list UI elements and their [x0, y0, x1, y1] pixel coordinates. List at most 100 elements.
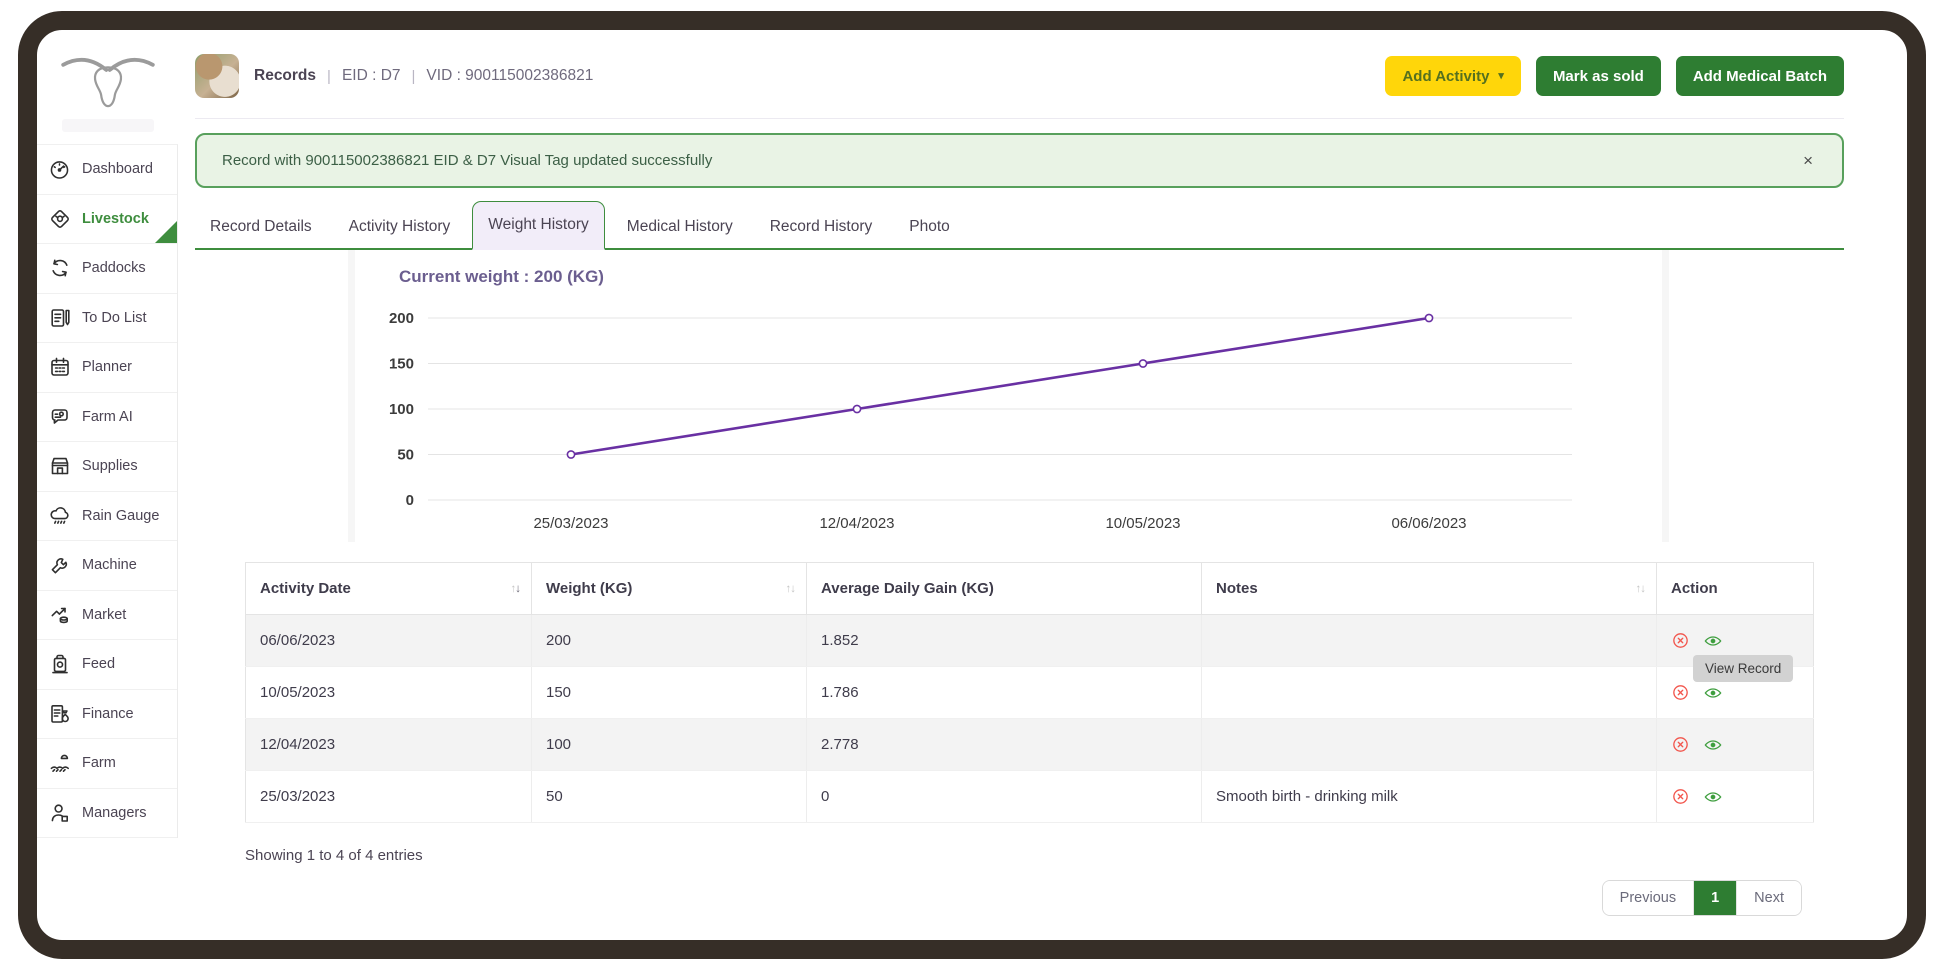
app-frame: Dashboard Livestock Paddocks To Do List Plan…	[18, 11, 1926, 959]
sidebar-item-label: Dashboard	[82, 161, 153, 178]
view-record-icon[interactable]	[1703, 787, 1723, 807]
delete-record-icon[interactable]	[1671, 683, 1690, 702]
sidebar-item-to-do-list[interactable]: To Do List	[37, 294, 177, 343]
vid-value: VID : 900115002386821	[426, 67, 594, 84]
sidebar-item-supplies[interactable]: Supplies	[37, 442, 177, 492]
separator: |	[327, 67, 331, 85]
svg-text:100: 100	[389, 401, 414, 418]
column-label: Action	[1671, 580, 1718, 597]
add-activity-label: Add Activity	[1402, 67, 1490, 85]
sidebar-item-planner[interactable]: Planner	[37, 343, 177, 393]
tab-weight-history[interactable]: Weight History	[472, 201, 605, 250]
sort-icon[interactable]: ↑↓	[785, 582, 796, 595]
activity-date-cell: 10/05/2023	[245, 666, 532, 719]
svg-text:12/04/2023: 12/04/2023	[819, 515, 894, 532]
sidebar-item-label: To Do List	[82, 309, 147, 326]
sidebar-item-paddocks[interactable]: Paddocks	[37, 244, 177, 294]
chart-card: Current weight : 200 (KG) 0 50 100 150 200 25…	[355, 250, 1662, 542]
svg-text:0: 0	[406, 492, 414, 509]
main-content: Records | EID : D7 | VID : 9001150023868…	[178, 30, 1907, 940]
sort-icon[interactable]: ↑↓	[510, 582, 521, 595]
sidebar-item-label: Machine	[82, 557, 137, 574]
tab-photo[interactable]: Photo	[909, 218, 950, 235]
tab-medical-history[interactable]: Medical History	[626, 218, 733, 235]
todo-list-icon	[46, 304, 73, 331]
sidebar-item-label: Paddocks	[82, 260, 146, 277]
weight-history-table-wrap: Activity Date ↑↓ Weight (KG) ↑↓ Average Dail…	[245, 562, 1814, 916]
column-header-weight-kg-[interactable]: Weight (KG) ↑↓	[531, 562, 807, 615]
delete-record-icon[interactable]	[1671, 787, 1690, 806]
delete-record-icon[interactable]	[1671, 735, 1690, 754]
close-icon[interactable]: ×	[1803, 150, 1813, 170]
table-header-row: Activity Date ↑↓ Weight (KG) ↑↓ Average Dail…	[245, 562, 1814, 615]
weight-history-table: Activity Date ↑↓ Weight (KG) ↑↓ Average Dail…	[245, 562, 1814, 823]
column-header-activity-date[interactable]: Activity Date ↑↓	[245, 562, 532, 615]
add-activity-button[interactable]: Add Activity ▾	[1385, 56, 1521, 96]
paddocks-icon	[46, 255, 73, 282]
pagination-previous[interactable]: Previous	[1602, 881, 1695, 915]
table-body: 06/06/2023 200 1.852 10/05/2023 150 1.786 12/0…	[245, 614, 1814, 823]
sidebar-item-label: Farm	[82, 755, 116, 772]
view-record-icon[interactable]	[1703, 631, 1723, 651]
sort-icon[interactable]: ↑↓	[1635, 582, 1646, 595]
table-row: 12/04/2023 100 2.778	[245, 718, 1814, 771]
average-daily-gain-cell: 1.786	[806, 666, 1202, 719]
average-daily-gain-cell: 0	[806, 770, 1202, 823]
activity-date-cell: 25/03/2023	[245, 770, 532, 823]
alert-message: Record with 900115002386821 EID & D7 Vis…	[222, 152, 713, 169]
sidebar-item-label: Planner	[82, 359, 132, 376]
activity-date-cell: 06/06/2023	[245, 614, 532, 667]
svg-text:10/05/2023: 10/05/2023	[1105, 515, 1180, 532]
svg-text:150: 150	[389, 356, 414, 373]
action-cell	[1656, 718, 1814, 771]
chevron-down-icon: ▾	[1498, 69, 1504, 82]
sidebar-item-feed[interactable]: Feed	[37, 640, 177, 690]
sidebar-item-dashboard[interactable]: Dashboard	[37, 145, 177, 195]
farm-ai-icon	[46, 403, 73, 430]
sidebar-item-farm-ai[interactable]: Farm AI	[37, 393, 177, 442]
managers-icon	[46, 799, 73, 826]
sidebar-item-label: Finance	[82, 705, 134, 722]
sidebar-item-market[interactable]: Market	[37, 591, 177, 640]
record-header: Records | EID : D7 | VID : 9001150023868…	[195, 44, 1844, 108]
column-header-action: Action	[1656, 562, 1814, 615]
column-label: Weight (KG)	[546, 580, 633, 597]
notes-cell	[1201, 666, 1657, 719]
table-row: 06/06/2023 200 1.852	[245, 614, 1814, 667]
page-title: Records	[254, 67, 317, 84]
weight-cell: 150	[531, 666, 807, 719]
action-cell	[1656, 770, 1814, 823]
sidebar-item-machine[interactable]: Machine	[37, 541, 177, 591]
add-medical-batch-button[interactable]: Add Medical Batch	[1675, 56, 1844, 96]
sidebar-item-finance[interactable]: Finance	[37, 690, 177, 739]
sidebar-item-livestock[interactable]: Livestock	[37, 195, 177, 244]
dashboard-icon	[46, 156, 73, 183]
activity-date-cell: 12/04/2023	[245, 718, 532, 771]
sidebar-item-managers[interactable]: Managers	[37, 789, 177, 838]
sidebar-item-label: Supplies	[82, 458, 138, 475]
column-label: Average Daily Gain (KG)	[821, 580, 994, 597]
sidebar-item-label: Farm AI	[82, 408, 133, 425]
brand-logo	[37, 38, 178, 144]
tab-record-history[interactable]: Record History	[769, 218, 873, 235]
success-alert: Record with 900115002386821 EID & D7 Vis…	[195, 133, 1844, 188]
sidebar-item-label: Feed	[82, 656, 116, 673]
pagination-next[interactable]: Next	[1737, 881, 1801, 915]
notes-cell: Smooth birth - drinking milk	[1201, 770, 1657, 823]
mark-as-sold-button[interactable]: Mark as sold	[1535, 56, 1661, 96]
view-record-icon[interactable]	[1703, 735, 1723, 755]
eid-value: EID : D7	[341, 67, 401, 84]
delete-record-icon[interactable]	[1671, 631, 1690, 650]
column-header-notes[interactable]: Notes ↑↓	[1201, 562, 1657, 615]
tab-record-details[interactable]: Record Details	[210, 218, 312, 235]
notes-cell	[1201, 614, 1657, 667]
breadcrumb: Records | EID : D7 | VID : 9001150023868…	[254, 67, 593, 85]
sidebar: Dashboard Livestock Paddocks To Do List Plan…	[37, 30, 178, 940]
tab-activity-history[interactable]: Activity History	[348, 218, 451, 235]
sidebar-item-farm[interactable]: Farm	[37, 739, 177, 789]
pagination-page-1[interactable]: 1	[1694, 881, 1738, 915]
view-record-icon[interactable]	[1703, 683, 1723, 703]
sidebar-item-rain-gauge[interactable]: Rain Gauge	[37, 492, 177, 541]
column-header-average-daily-gain-kg-: Average Daily Gain (KG)	[806, 562, 1202, 615]
pagination: Previous 1 Next	[245, 880, 1802, 916]
